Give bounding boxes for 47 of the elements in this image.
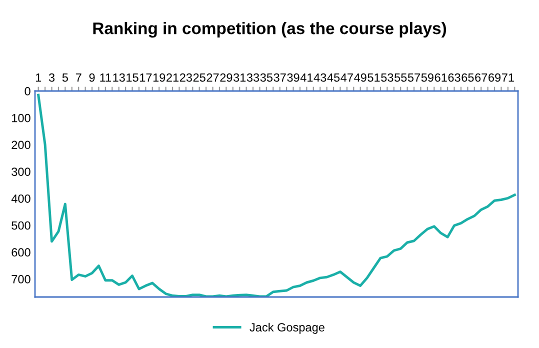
x-tick-label: 11 [100, 73, 111, 82]
y-tick-label: 300 [12, 168, 30, 176]
x-tick-label: 47 [340, 73, 353, 82]
x-tick-label: 7 [76, 73, 82, 82]
y-tick-label: 600 [12, 248, 30, 257]
x-tick-label: 9 [89, 73, 95, 82]
y-tick-label: 200 [12, 140, 30, 150]
chart-title: Ranking in competition (as the course plays) [93, 22, 446, 38]
y-tick-label: 0 [24, 87, 30, 96]
x-tick-label: 49 [354, 73, 366, 82]
x-tick-label: 45 [327, 73, 340, 82]
x-tick-label: 53 [381, 73, 394, 82]
x-tick-label: 5 [62, 73, 68, 82]
x-tick-label: 71 [502, 73, 514, 82]
x-tick-label: 19 [153, 73, 166, 82]
x-tick-label: 37 [274, 73, 286, 82]
x-tick-label: 27 [206, 73, 219, 82]
x-tick-label: 29 [220, 73, 232, 82]
x-tick-label: 67 [475, 73, 488, 82]
x-tick-label: 33 [246, 73, 260, 82]
x-tick-label: 25 [193, 73, 206, 82]
x-tick-label: 59 [421, 73, 434, 82]
x-tick-label: 1 [36, 73, 42, 82]
x-tick-label: 31 [233, 73, 246, 82]
x-tick-label: 35 [260, 73, 273, 82]
y-tick-label: 500 [12, 221, 30, 230]
x-tick-label: 13 [113, 73, 125, 82]
x-tick-label: 51 [368, 73, 380, 82]
x-tick-label: 65 [462, 73, 474, 82]
x-tick-label: 55 [394, 73, 407, 82]
line-series [37, 94, 516, 297]
x-tick-label: 23 [180, 73, 192, 82]
x-tick-label: 41 [300, 73, 313, 82]
x-tick-label: 17 [140, 73, 152, 82]
y-tick-label: 700 [12, 275, 30, 284]
x-tick-label: 43 [314, 73, 326, 82]
x-tick-label: 63 [448, 73, 460, 82]
x-tick-label: 69 [488, 73, 501, 82]
x-tick-label: 15 [126, 73, 138, 82]
y-tick-label: 400 [11, 194, 30, 203]
x-tick-label: 3 [48, 73, 55, 82]
x-tick-label: 57 [408, 73, 420, 82]
x-tick-label: 39 [287, 73, 300, 82]
legend-label: Jack Gospage [250, 322, 324, 334]
x-tick-label: 21 [166, 73, 179, 82]
y-tick-label: 100 [12, 114, 30, 122]
x-tick-label: 61 [434, 73, 447, 82]
